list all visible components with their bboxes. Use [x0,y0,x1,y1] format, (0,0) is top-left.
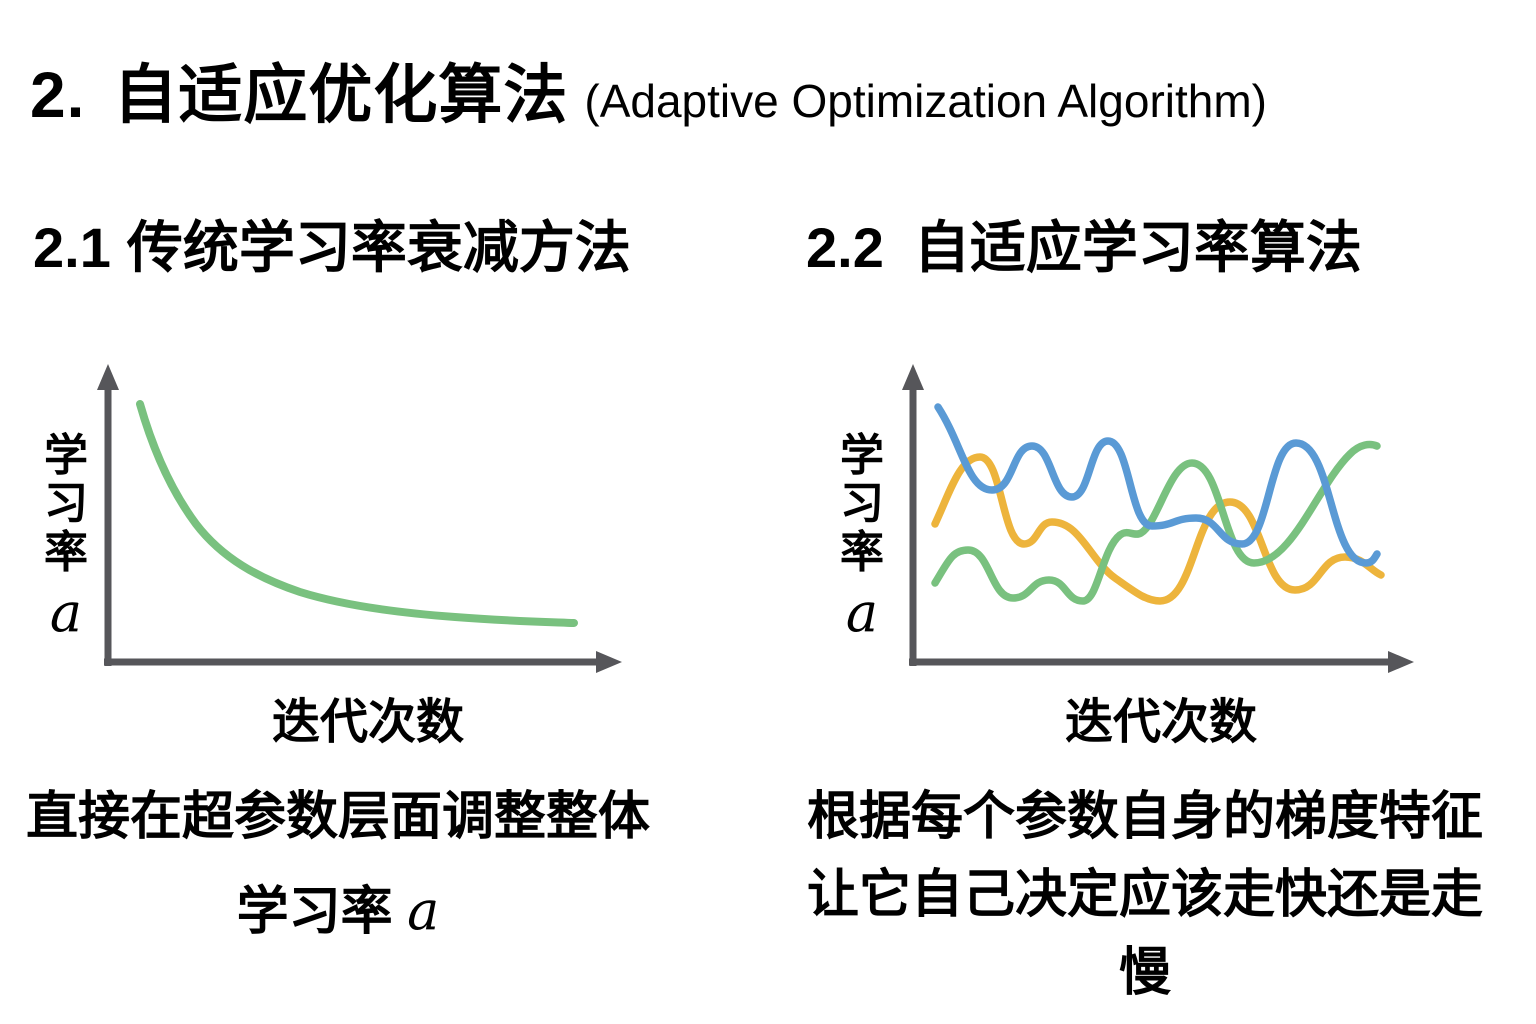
section-heading-left: 2.1 传统学习率衰减方法 [33,214,631,281]
decay-chart [97,364,622,673]
adaptive-curve-blue [934,403,1381,567]
y-axis-label-text-right: 学习率 [840,431,884,577]
section-title-right: 自适应学习率算法 [913,216,1362,279]
y-axis-variable-left: a [49,581,83,645]
title-chinese: 自适应优化算法 [113,59,569,131]
x-axis-arrowhead [1388,651,1414,673]
caption-right-line3: 慢 [1118,944,1171,1002]
title-english: (Adaptive Optimization Algorithm) [584,75,1267,127]
page-title: 2. 自适应优化算法 (Adaptive Optimization Algori… [30,44,1267,136]
y-axis-label-text-left: 学习率 [44,431,88,577]
y-axis-variable-right: a [845,581,879,645]
adaptive-curve-yellow [931,453,1385,605]
caption-right-line1: 根据每个参数自身的梯度特征 [806,788,1483,846]
caption-right: 根据每个参数自身的梯度特征 让它自己决定应该走快还是走 慢 [795,778,1495,1012]
caption-left: 直接在超参数层面调整整体 学习率 a [20,778,656,951]
section-number-left: 2.1 [33,216,111,279]
x-axis-arrowhead [596,651,622,673]
section-heading-right: 2.2 自适应学习率算法 [806,214,1362,281]
adaptive-curve-green [931,440,1381,605]
section-title-left: 传统学习率衰减方法 [126,216,631,279]
section-number-right: 2.2 [806,216,884,279]
caption-left-line2-text: 学习率 [236,883,393,941]
caption-left-line1: 直接在超参数层面调整整体 [25,788,650,846]
caption-left-line2: 学习率 a [20,870,656,951]
y-axis-arrowhead [97,364,119,390]
adaptive-chart [902,364,1414,673]
y-axis-label-left: 学习率 a [38,431,94,645]
y-axis-arrowhead [902,364,924,390]
decay-curve [136,400,578,627]
title-number: 2. [30,59,86,131]
x-axis-label-right: 迭代次数 [1064,696,1257,749]
x-axis-label-left: 迭代次数 [271,696,464,749]
y-axis-label-right: 学习率 a [834,431,890,645]
caption-right-line2: 让它自己决定应该走快还是走 [806,866,1483,924]
caption-left-line2-variable: a [407,879,440,942]
